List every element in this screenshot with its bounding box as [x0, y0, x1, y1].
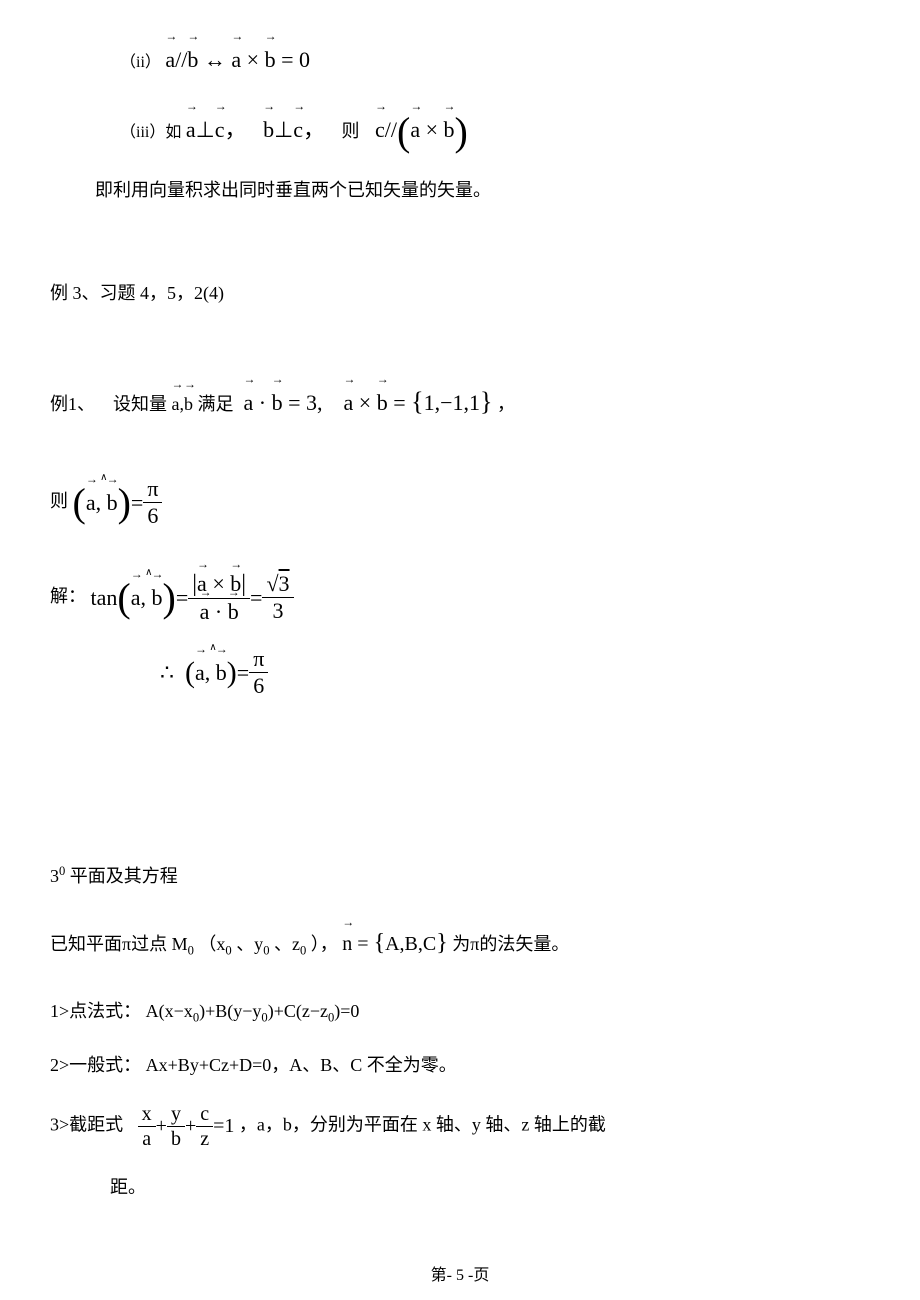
sol-label: 解：	[50, 586, 86, 606]
therefore-eq: ∴ (a, b) = π6	[160, 646, 268, 700]
then-label: 则	[50, 491, 68, 511]
sub0-4: 0	[300, 944, 306, 958]
iii-math-3: c//(a × b)	[364, 117, 468, 142]
pi-num: π	[143, 476, 162, 503]
tan-eq: tan(a, b) = |a × b| a · b = √3 3	[91, 570, 294, 626]
dot-ab: a · b	[188, 599, 250, 625]
ex1-dot: a · b = 3,	[238, 390, 339, 415]
therefore-line: ∴ (a, b) = π6	[50, 646, 870, 700]
six-den-2: 6	[249, 673, 268, 699]
example-3-ref: 例 3、习题 4，5，2(4)	[50, 277, 870, 309]
ex1-cross: a × b = {1,−1,1}	[344, 390, 493, 415]
plus1: +	[156, 1108, 167, 1144]
sub0-2: 0	[225, 944, 231, 958]
six-den: 6	[143, 503, 162, 529]
form3-tail: ，a，b，分别为平面在 x 轴、y 轴、z 轴上的截	[239, 1114, 606, 1134]
form-1: 1>点法式： A(x−x0)+B(y−y0)+C(z−z0)=0	[50, 995, 870, 1029]
page-footer: 第- 5 -页	[0, 1261, 920, 1285]
section-3-title: 30 平面及其方程	[50, 860, 870, 892]
fc: c	[196, 1102, 213, 1127]
eq1: =1	[213, 1108, 234, 1144]
three-den: 3	[262, 598, 293, 624]
form-3-cont: 距。	[50, 1171, 870, 1203]
fa: a	[138, 1127, 156, 1151]
fx: x	[138, 1102, 156, 1127]
document-page: （ii） a//b ↔ a × b = 0 （iii）如 a⊥c， b⊥c， 则…	[0, 0, 920, 1300]
sec3-n: n = {A,B,C}	[342, 933, 447, 955]
form2-eq: Ax+By+Cz+D=0，A、B、C 不全为零。	[146, 1055, 457, 1075]
fb: b	[167, 1127, 185, 1151]
sub0-3: 0	[263, 944, 269, 958]
item-iii: （iii）如 a⊥c， b⊥c， 则 c//(a × b)	[50, 110, 870, 150]
ii-label: （ii）	[120, 54, 161, 71]
therefore-symbol: ∴	[160, 653, 174, 693]
form1-label: 1>点法式：	[50, 1001, 141, 1021]
plus2: +	[185, 1108, 196, 1144]
angle-eq: (a, b) = π6	[73, 476, 163, 530]
example-1: 例1、 设知量 a,b 满足 a · b = 3, a × b = {1,−1,…	[50, 379, 870, 426]
ex1-prefix: 例1、	[50, 394, 95, 414]
form3-eq: xa + yb + cz =1	[128, 1102, 235, 1151]
then-angle: 则 (a, b) = π6	[50, 476, 870, 530]
ex1-text1: 设知量	[113, 394, 167, 414]
form1-eq: A(x−x0)+B(y−y0)+C(z−z0)=0	[146, 1001, 360, 1021]
ii-math: a//b ↔ a × b = 0	[165, 47, 310, 72]
form-3: 3>截距式 xa + yb + cz =1 ，a，b，分别为平面在 x 轴、y …	[50, 1102, 870, 1151]
sec3-g4: 、z	[274, 934, 300, 954]
fz: z	[196, 1127, 213, 1151]
sec3-title-text: 平面及其方程	[70, 866, 178, 886]
iii-label: （iii）如	[120, 124, 181, 141]
form-2: 2>一般式： Ax+By+Cz+D=0，A、B、C 不全为零。	[50, 1049, 870, 1081]
sqrt3: √3	[262, 571, 293, 598]
sec3-given: 已知平面π过点 M0 （x0 、y0 、z0 ）， n = {A,B,C} 为π…	[50, 922, 870, 965]
item-ii: （ii） a//b ↔ a × b = 0	[50, 40, 870, 80]
abs-cross: |a × b|	[188, 570, 250, 600]
fy: y	[167, 1102, 185, 1127]
form2-label: 2>一般式：	[50, 1055, 141, 1075]
sec3-g5: ），	[311, 934, 338, 954]
sec3-g2: （x	[198, 934, 225, 954]
sec3-g3: 、y	[236, 934, 263, 954]
ex1-text2: 满足	[198, 394, 234, 414]
sec3-g6: 为π的法矢量。	[452, 934, 569, 954]
ex1-vecs: a,b	[172, 394, 194, 414]
sub0-1: 0	[188, 944, 194, 958]
ex1-comma: ，	[497, 394, 515, 414]
summary-line: 即利用向量积求出同时垂直两个已知矢量的矢量。	[50, 174, 870, 206]
iii-then: 则	[342, 121, 360, 141]
solution-line: 解： tan(a, b) = |a × b| a · b = √3 3	[50, 570, 870, 626]
sec3-g1: 已知平面π过点 M	[50, 934, 188, 954]
pi-num-2: π	[249, 646, 268, 673]
form3-label: 3>截距式	[50, 1114, 123, 1134]
iii-math: a⊥c， b⊥c，	[186, 117, 342, 142]
